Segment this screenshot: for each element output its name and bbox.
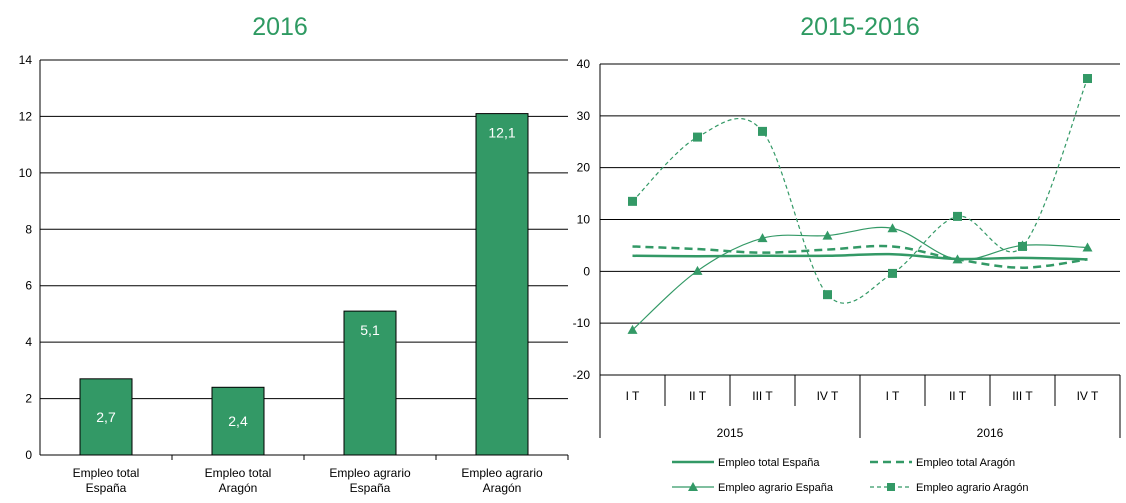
y-tick-label: 0: [583, 264, 590, 278]
x-quarter-label: I T: [886, 389, 900, 403]
x-quarter-label: II T: [949, 389, 967, 403]
x-quarter-label: IV T: [1077, 389, 1099, 403]
y-tick-label: 20: [577, 161, 591, 175]
bar: [79, 378, 133, 456]
bar: [211, 386, 265, 456]
x-year-label: 2016: [977, 426, 1004, 440]
x-quarter-label: III T: [1012, 389, 1033, 403]
data-point-square: [1018, 241, 1027, 251]
data-point-square: [628, 196, 637, 206]
x-category-label: Empleo total: [205, 466, 272, 480]
y-tick-label: 6: [25, 279, 32, 293]
legend-label: Empleo total España: [718, 457, 820, 469]
x-year-label: 2015: [717, 426, 744, 440]
data-point-square: [693, 132, 702, 142]
bar-chart-title: 2016: [252, 13, 308, 41]
series-line: [632, 78, 1089, 304]
y-tick-label: 2: [25, 392, 32, 406]
x-category-label: Aragón: [219, 481, 258, 495]
data-point-square: [888, 268, 897, 278]
series-line: [632, 252, 1088, 261]
data-point-triangle: [1082, 242, 1093, 252]
legend-marker-square: [887, 483, 895, 491]
bar: [475, 113, 529, 456]
series-line: [632, 244, 1088, 269]
legend-label: Empleo total Aragón: [916, 457, 1015, 469]
x-quarter-label: IV T: [817, 389, 839, 403]
y-tick-label: 4: [25, 335, 32, 349]
line-chart-title: 2015-2016: [800, 13, 920, 41]
x-category-label: España: [86, 481, 127, 495]
x-category-label: Empleo total: [73, 466, 140, 480]
bar-data-label: 2,4: [228, 413, 248, 429]
data-point-triangle: [757, 233, 768, 243]
data-point-triangle: [887, 223, 898, 233]
x-category-label: Empleo agrario: [461, 466, 543, 480]
y-tick-label: -10: [573, 316, 591, 330]
x-category-label: Empleo agrario: [329, 466, 411, 480]
data-point-square: [953, 211, 962, 221]
legend-label: Empleo agrario España: [718, 482, 834, 494]
y-tick-label: 0: [25, 448, 32, 462]
y-tick-label: 30: [577, 109, 591, 123]
bar: [343, 310, 397, 456]
data-point-triangle: [692, 265, 703, 275]
y-tick-label: -20: [573, 368, 591, 382]
x-quarter-label: III T: [752, 389, 773, 403]
bar-data-label: 5,1: [360, 322, 380, 338]
data-point-square: [823, 290, 832, 300]
y-tick-label: 10: [577, 213, 591, 227]
y-tick-label: 10: [19, 166, 33, 180]
legend-marker-triangle: [688, 482, 698, 491]
x-quarter-label: I T: [626, 389, 640, 403]
x-category-label: España: [350, 481, 391, 495]
y-tick-label: 12: [19, 109, 33, 123]
data-point-triangle: [627, 324, 638, 334]
data-point-square: [1083, 74, 1092, 84]
y-tick-label: 8: [25, 222, 32, 236]
legend-label: Empleo agrario Aragón: [916, 482, 1029, 494]
y-tick-label: 40: [577, 57, 591, 71]
data-point-square: [758, 126, 767, 136]
bar-data-label: 2,7: [96, 409, 116, 425]
x-quarter-label: II T: [689, 389, 707, 403]
bar-data-label: 12,1: [488, 125, 515, 141]
y-tick-label: 14: [19, 53, 33, 67]
x-category-label: Aragón: [483, 481, 522, 495]
data-point-triangle: [952, 254, 963, 264]
data-point-triangle: [822, 230, 833, 240]
